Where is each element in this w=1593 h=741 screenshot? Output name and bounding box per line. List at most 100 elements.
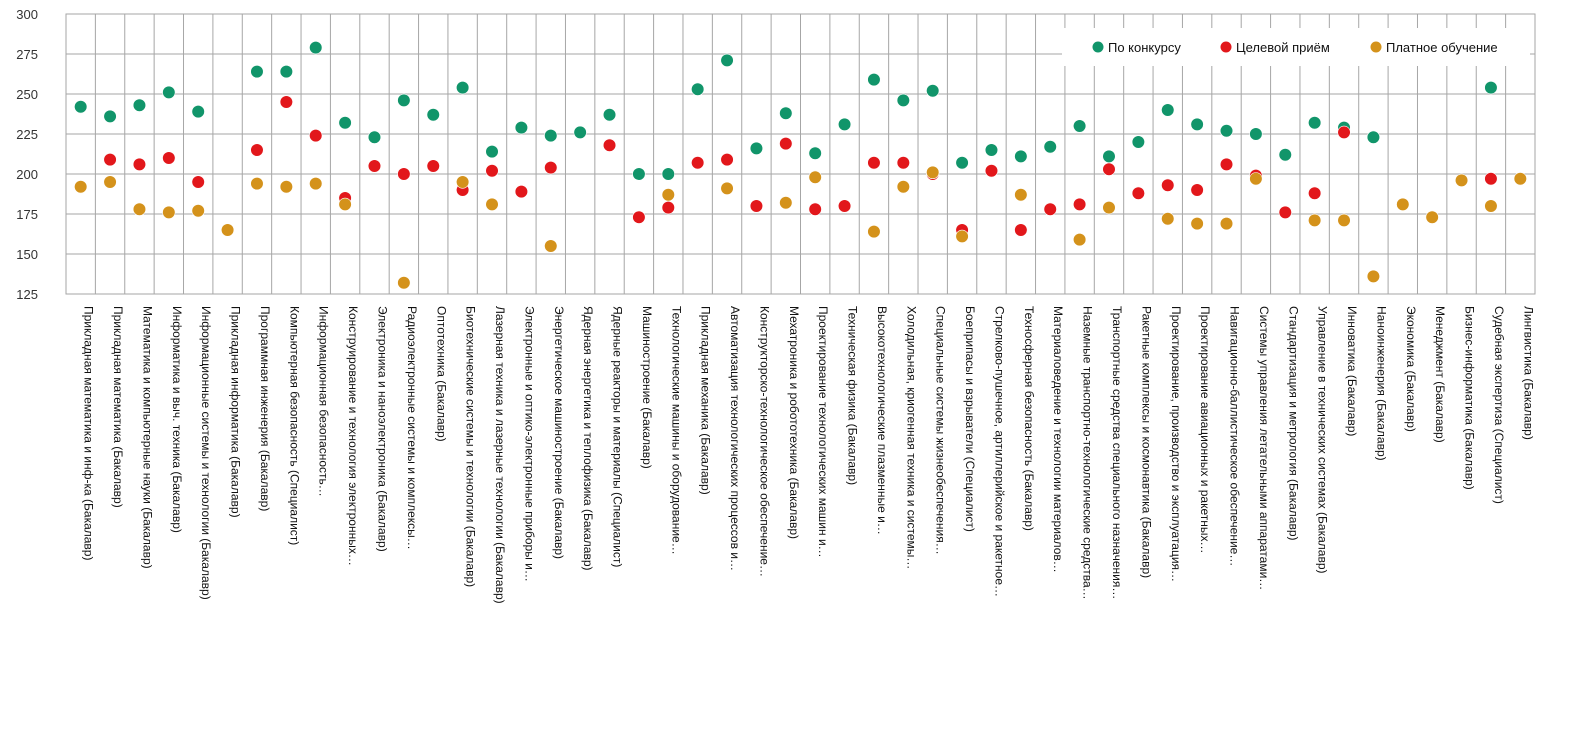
point-po-konkursu (132, 98, 147, 112)
x-tick-label: Автоматизация технологических процессов … (728, 306, 742, 571)
point-celevoy-priem (1337, 125, 1351, 139)
point-po-konkursu (426, 108, 440, 122)
x-tick-label: Энергетическое машиностроение (Бакалавр) (552, 306, 566, 559)
point-platnoe-obuchenie (1161, 212, 1175, 226)
x-tick-label: Материаловедение и технологии материалов… (1051, 306, 1065, 573)
point-celevoy-priem (1014, 223, 1028, 237)
point-po-konkursu (720, 53, 734, 68)
point-celevoy-priem (896, 156, 910, 170)
x-tick-label: Математика и компьютерные науки (Бакалав… (140, 306, 154, 569)
point-platnoe-obuchenie (338, 197, 352, 211)
point-platnoe-obuchenie (485, 197, 499, 211)
point-po-konkursu (1190, 117, 1204, 131)
point-celevoy-priem (250, 143, 264, 157)
point-celevoy-priem (191, 175, 205, 189)
y-tick-label: 225 (16, 127, 38, 142)
x-tick-label: Лазерная техника и лазерные технологии (… (493, 306, 507, 604)
point-celevoy-priem (984, 164, 999, 178)
x-tick-label: Мехатроника и робототехника (Бакалавр) (787, 306, 801, 539)
point-po-konkursu (1102, 149, 1116, 163)
point-celevoy-priem (367, 159, 382, 173)
x-tick-label: Ядерная энергетика и теплофизика (Бакала… (581, 306, 595, 571)
point-platnoe-obuchenie (1454, 173, 1469, 187)
point-celevoy-priem (1043, 202, 1057, 216)
point-platnoe-obuchenie (191, 204, 205, 218)
point-po-konkursu (1014, 149, 1028, 163)
point-platnoe-obuchenie (250, 177, 264, 191)
x-tick-label: Машиностроение (Бакалавр) (640, 306, 654, 469)
x-tick-label: Наноинженерия (Бакалавр) (1374, 306, 1388, 461)
x-tick-label: Специальные системы жизнеобеспечения… (934, 306, 948, 555)
x-tick-label: Электронные и оптико-электронные приборы… (522, 306, 536, 582)
x-tick-label: Информатика и выч. техника (Бакалавр) (170, 306, 184, 533)
x-tick-label: Лингвистика (Бакалавр) (1521, 306, 1535, 440)
legend-marker (1220, 41, 1232, 53)
point-platnoe-obuchenie (896, 180, 910, 194)
point-celevoy-priem (1219, 157, 1234, 171)
point-platnoe-obuchenie (1190, 217, 1204, 231)
point-po-konkursu (103, 109, 117, 123)
point-po-konkursu (250, 64, 264, 79)
point-platnoe-obuchenie (867, 225, 881, 239)
x-tick-label: Бизнес-информатика (Бакалавр) (1463, 306, 1477, 490)
point-celevoy-priem (602, 138, 617, 152)
x-tick-label: Техническая физика (Бакалавр) (846, 306, 860, 485)
point-po-konkursu (162, 85, 176, 99)
point-po-konkursu (837, 117, 852, 131)
x-tick-label: Прикладная информатика (Бакалавр) (229, 306, 243, 518)
point-platnoe-obuchenie (279, 180, 293, 194)
x-tick-label: Инноватика (Бакалавр) (1345, 306, 1359, 436)
point-po-konkursu (779, 106, 793, 120)
x-tick-label: Биотехнические системы и технологии (Бак… (464, 306, 478, 587)
x-tick-label: Экономика (Бакалавр) (1404, 306, 1418, 432)
point-po-konkursu (984, 143, 999, 157)
point-celevoy-priem (867, 156, 881, 170)
point-celevoy-priem (720, 153, 734, 167)
point-po-konkursu (1219, 124, 1234, 138)
x-tick-label: Прикладная математика (Бакалавр) (111, 306, 125, 508)
x-tick-label: Оптотехника (Бакалавр) (434, 306, 448, 442)
point-celevoy-priem (544, 161, 558, 175)
point-celevoy-priem (1161, 178, 1175, 192)
point-po-konkursu (1366, 130, 1381, 144)
x-tick-label: Проектирование технологических машин и… (816, 306, 830, 558)
x-tick-label: Конструкторско-технологическое обеспечен… (757, 306, 771, 577)
y-tick-label: 300 (16, 7, 38, 22)
point-platnoe-obuchenie (779, 196, 793, 210)
point-po-konkursu (1073, 119, 1087, 133)
point-po-konkursu (808, 146, 822, 160)
x-tick-label: Стрелково-пушечное, артиллерийское и рак… (992, 306, 1006, 597)
point-celevoy-priem (1131, 186, 1145, 200)
chart-marks (74, 40, 1527, 290)
y-tick-label: 125 (16, 287, 38, 302)
point-celevoy-priem (1073, 197, 1087, 211)
point-celevoy-priem (279, 95, 293, 109)
point-platnoe-obuchenie (1073, 233, 1087, 247)
point-celevoy-priem (632, 210, 646, 224)
x-tick-label: Информационная безопасность… (317, 306, 331, 497)
point-platnoe-obuchenie (132, 202, 147, 216)
point-po-konkursu (367, 130, 382, 144)
legend-label: По конкурсу (1108, 40, 1181, 55)
x-tick-label: Транспортные средства специального назна… (1110, 306, 1124, 599)
point-po-konkursu (896, 93, 910, 107)
x-tick-label: Менеджмент (Бакалавр) (1433, 306, 1447, 443)
x-tick-label: Информационные системы и технологии (Бак… (199, 306, 213, 600)
x-tick-label: Управление в технических системах (Бакал… (1316, 306, 1330, 574)
point-po-konkursu (632, 167, 646, 181)
point-platnoe-obuchenie (1102, 201, 1116, 215)
point-po-konkursu (661, 167, 675, 181)
point-po-konkursu (1043, 140, 1057, 154)
point-platnoe-obuchenie (1308, 213, 1322, 227)
x-tick-label: Стандартизация и метрология (Бакалавр) (1286, 306, 1300, 541)
point-celevoy-priem (162, 151, 176, 165)
point-celevoy-priem (485, 164, 499, 178)
point-celevoy-priem (691, 156, 705, 170)
point-po-konkursu (74, 100, 88, 114)
x-tick-label: Технологические машины и оборудование… (669, 306, 683, 555)
point-po-konkursu (602, 108, 617, 122)
x-tick-label: Высокотехнологические плазменные и… (875, 306, 889, 535)
point-platnoe-obuchenie (220, 223, 235, 237)
x-tick-label: Электроника и наноэлектроника (Бакалавр) (375, 306, 389, 552)
x-tick-label: Техносферная безопасность (Бакалавр) (1022, 306, 1036, 531)
